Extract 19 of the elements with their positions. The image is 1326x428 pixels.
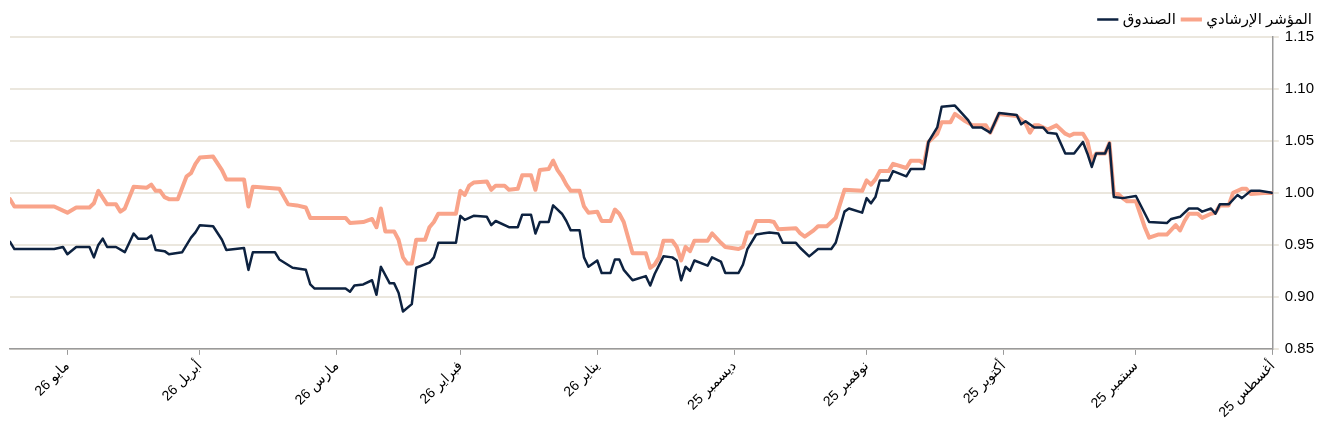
y-tick-label: 0.85 <box>1284 339 1315 356</box>
x-tick-label: يناير 26 <box>560 357 603 401</box>
y-tick-label: 1.05 <box>1284 131 1315 149</box>
y-tick-label: 0.90 <box>1284 287 1315 305</box>
x-tick-label: ديسمبر 25 <box>683 357 740 414</box>
x-tick-label: نوفمبر 25 <box>819 357 873 410</box>
x-tick-label: فبراير 26 <box>415 357 466 408</box>
y-tick-label: 1.00 <box>1284 183 1315 201</box>
y-tick-label: 0.95 <box>1284 235 1315 253</box>
x-tick-label: سبتمبر 25 <box>1087 357 1142 412</box>
legend-label: المؤشر الإرشادي <box>1206 9 1313 29</box>
x-tick-label: أكتوبر 25 <box>958 356 1010 407</box>
x-tick-label: أبريل 26 <box>157 356 206 405</box>
x-tick-label: مارس 26 <box>291 357 343 409</box>
legend-label: الصندوق <box>1122 9 1176 28</box>
x-tick-label: أغسطس 25 <box>1214 356 1279 421</box>
y-tick-label: 1.15 <box>1284 27 1315 45</box>
x-tick-label: مايو 26 <box>30 357 73 400</box>
y-tick-label: 1.10 <box>1284 79 1315 97</box>
